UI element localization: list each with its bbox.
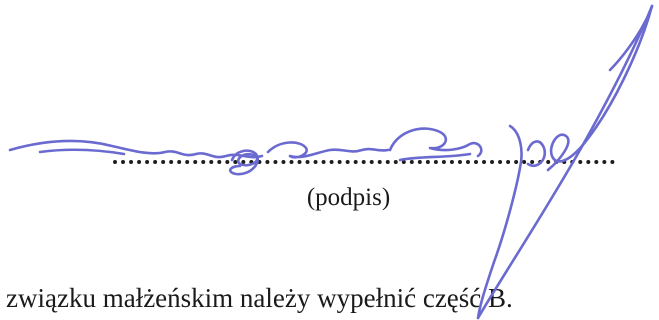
signature-dotted-line [113,160,615,164]
form-note-text: związku małżeńskim należy wypełnić część… [6,283,513,313]
signature-caption: (podpis) [306,184,391,211]
